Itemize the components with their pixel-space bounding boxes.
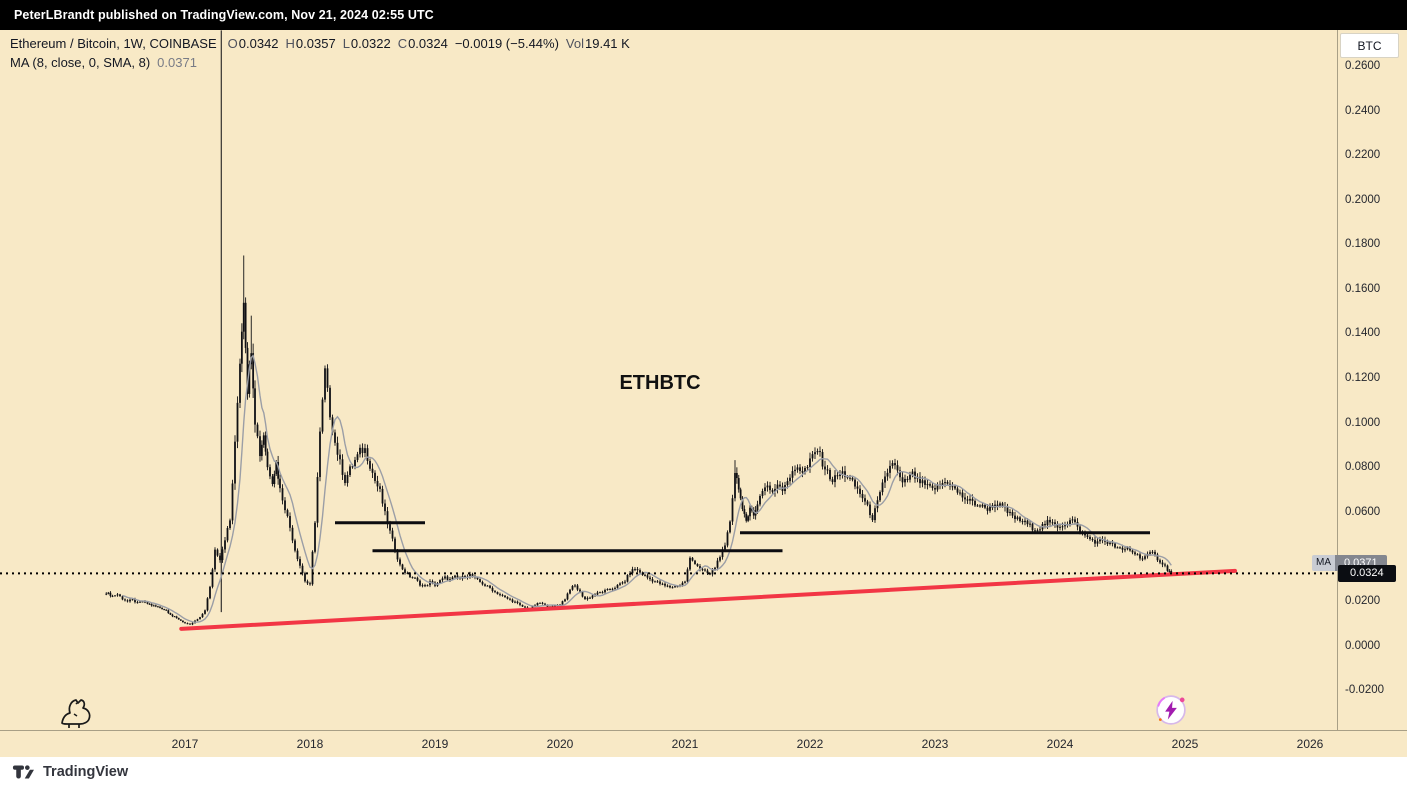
price-axis-label: 0.1800 <box>1345 238 1381 251</box>
price-axis-label: 0.1400 <box>1345 327 1381 340</box>
ma-study-title: MA (8, close, 0, SMA, 8) <box>10 55 151 70</box>
time-axis-label: 2022 <box>796 737 824 751</box>
candlestick-series <box>105 255 1173 626</box>
time-axis-label: 2024 <box>1046 737 1074 751</box>
time-axis-label: 2026 <box>1296 737 1324 751</box>
price-axis-label: 0.1200 <box>1345 372 1381 385</box>
close-value: C 0.0324 <box>397 36 448 51</box>
low-value: L 0.0322 <box>342 36 391 51</box>
price-axis-label: 0.0600 <box>1345 505 1381 518</box>
ma-badge-tag: MA <box>1312 554 1335 571</box>
tradingview-logo-text: TradingView <box>43 764 129 780</box>
time-axis-label: 2023 <box>921 737 949 751</box>
change-value: −0.0019 (−5.44%) <box>454 36 559 51</box>
chart-area: ETHBTC Ethereum / Bitcoin, 1W, COINBASE … <box>0 30 1407 757</box>
price-axis-label: 0.0200 <box>1345 594 1381 607</box>
chart-text-label[interactable]: ETHBTC <box>619 372 700 394</box>
published-bar-text: PeterLBrandt published on TradingView.co… <box>14 8 434 22</box>
price-axis-label: 0.2200 <box>1345 149 1381 162</box>
high-label: H <box>285 36 295 51</box>
boost-button[interactable] <box>1155 694 1187 726</box>
time-axis-label: 2025 <box>1171 737 1199 751</box>
price-axis-label: 0.1600 <box>1345 282 1381 295</box>
tradingview-logo[interactable]: TradingView <box>12 762 128 782</box>
price-axis-label: -0.0200 <box>1345 684 1385 697</box>
time-axis[interactable]: 2017 2018 2019 2020 2021 2022 2023 2024 2025 2026 <box>0 730 1407 757</box>
symbol-title: Ethereum / Bitcoin, 1W, COINBASE <box>10 36 217 51</box>
open-value: O 0.0342 <box>227 36 279 51</box>
ma-study-value: 0.0371 <box>157 55 197 70</box>
dino-doodle-icon <box>61 699 91 728</box>
open-label: O <box>227 36 238 51</box>
legend-symbol-row: Ethereum / Bitcoin, 1W, COINBASE O 0.0342… <box>10 34 630 53</box>
red-trendline-drawing[interactable] <box>179 568 1237 631</box>
price-chart[interactable]: ETHBTC <box>0 30 1337 730</box>
price-axis-label: 0.0000 <box>1345 639 1381 652</box>
published-bar: PeterLBrandt published on TradingView.co… <box>0 0 1407 30</box>
price-axis-label: 0.2400 <box>1345 104 1381 117</box>
tradingview-logo-icon <box>12 765 34 779</box>
dino-doodle <box>54 690 98 735</box>
price-axis-label: 0.2600 <box>1345 59 1381 72</box>
volume-label: Vol <box>565 36 584 51</box>
volume-value: Vol 19.41 K <box>565 36 630 51</box>
low-label: L <box>342 36 350 51</box>
time-axis-label: 2018 <box>296 737 324 751</box>
time-axis-label: 2019 <box>421 737 449 751</box>
close-label: C <box>397 36 408 51</box>
high-value: H 0.0357 <box>285 36 336 51</box>
price-axis-label: 0.2000 <box>1345 193 1381 206</box>
footer-bar: TradingView <box>0 757 1407 787</box>
boost-lightning-icon <box>1156 695 1186 725</box>
price-axis-label: 0.0800 <box>1345 461 1381 474</box>
last-price-badge: 0.0324 <box>1338 564 1396 582</box>
time-axis-label: 2017 <box>171 737 199 751</box>
legend-ma-row: MA (8, close, 0, SMA, 8) 0.0371 <box>10 53 630 72</box>
price-axis-label: 0.1000 <box>1345 416 1381 429</box>
currency-toggle-button[interactable]: BTC <box>1340 33 1399 58</box>
price-axis[interactable]: 0.2600 0.2400 0.2200 0.2000 0.1800 0.1600 0.14… <box>1337 30 1407 730</box>
chart-legend: Ethereum / Bitcoin, 1W, COINBASE O 0.0342… <box>10 34 630 72</box>
time-axis-label: 2020 <box>546 737 574 751</box>
time-axis-label: 2021 <box>671 737 699 751</box>
